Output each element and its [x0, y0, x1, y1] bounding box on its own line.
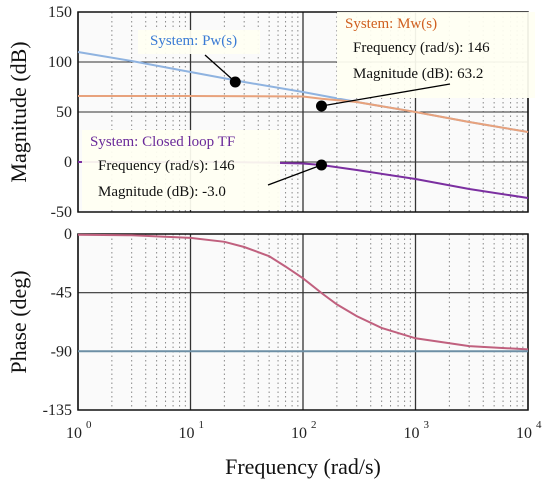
datatip-value-line: Magnitude (dB): 63.2	[353, 66, 483, 82]
datatip-marker	[230, 77, 241, 88]
magnitude-y-tick-labels: 150 100 50 0 -50	[48, 4, 72, 221]
y-tick-label: 50	[56, 104, 72, 121]
x-tick-exponent: 0	[86, 419, 92, 431]
datatip-system-label: System: Pw(s)	[150, 33, 237, 49]
x-tick-exponent: 3	[424, 419, 430, 431]
x-tick-label: 10	[516, 425, 532, 442]
y-tick-label: -50	[51, 204, 72, 221]
datatip-system-label: System: Closed loop TF	[90, 134, 235, 150]
phase-axis-label: Phase (deg)	[6, 270, 31, 373]
y-tick-label: 100	[48, 54, 72, 71]
datatip-marker	[316, 101, 327, 112]
x-tick-label: 10	[179, 425, 195, 442]
datatip-value-line: Frequency (rad/s): 146	[353, 40, 490, 56]
x-tick-label: 10	[291, 425, 307, 442]
x-tick-label: 10	[66, 425, 82, 442]
y-tick-label: 0	[64, 154, 72, 171]
frequency-axis-label: Frequency (rad/s)	[225, 454, 381, 479]
datatip-value-line: Magnitude (dB): -3.0	[98, 184, 226, 200]
x-tick-exponent: 4	[536, 419, 542, 431]
x-tick-labels: 10 0 10 1 10 2 10 3 10 4	[66, 419, 542, 442]
x-tick-label: 10	[404, 425, 420, 442]
datatip-system-label: System: Mw(s)	[345, 16, 437, 32]
y-tick-label: 150	[48, 4, 72, 21]
datatip-marker	[316, 160, 327, 171]
phase-y-tick-labels: 0 -45 -90 -135	[43, 226, 72, 419]
y-tick-label: -90	[51, 343, 72, 360]
y-tick-label: 0	[64, 226, 72, 243]
x-tick-exponent: 1	[199, 419, 205, 431]
phase-panel: 0 -45 -90 -135 Phase (deg)	[6, 226, 528, 419]
y-tick-label: -135	[43, 402, 72, 419]
magnitude-axis-label: Magnitude (dB)	[6, 41, 31, 182]
y-tick-label: -45	[51, 285, 72, 302]
datatip-value-line: Frequency (rad/s): 146	[98, 158, 235, 174]
x-tick-exponent: 2	[311, 419, 317, 431]
